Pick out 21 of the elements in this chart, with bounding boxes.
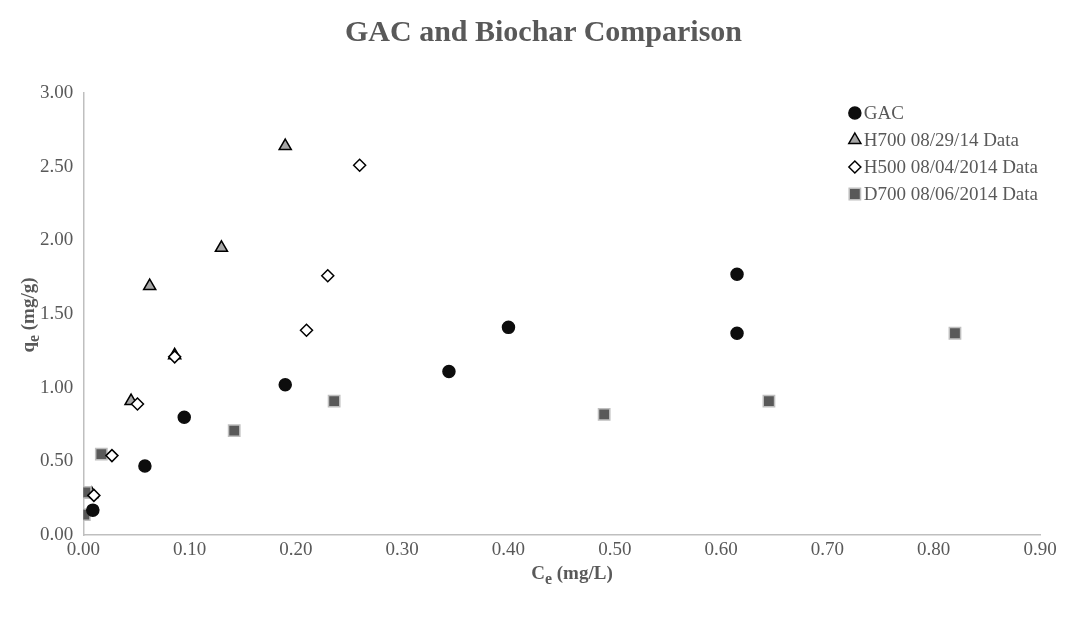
y-tick-label: 1.50 [40,302,74,324]
y-tick-label: 3.00 [40,80,74,102]
y-tick-label: 2.00 [40,228,74,250]
x-tick-label: 0.80 [917,537,951,559]
legend-label: H500 08/04/2014 Data [863,155,1039,177]
x-tick-label: 0.60 [704,537,738,559]
y-tick-label: 2.50 [40,154,74,176]
legend-label: H700 08/29/14 Data [863,128,1020,150]
x-tick-label: 0.10 [172,537,207,559]
y-tick-label: 0.50 [40,449,74,471]
x-tick-label: 0.90 [1023,537,1057,559]
x-tick-label: 0.40 [491,537,526,559]
legend-label: GAC [863,101,904,123]
y-tick-label: 1.00 [40,375,74,397]
chart-title: GAC and Biochar Comparison [344,14,743,48]
x-tick-label: 0.20 [279,537,313,559]
x-tick-label: 0.70 [810,537,845,559]
x-axis-title: C$_{e}$ (mg/L) [530,562,614,588]
legend-label: D700 08/06/2014 Data [863,182,1039,204]
x-tick-label: 0.50 [598,537,632,559]
x-tick-label: 0.30 [385,537,419,559]
